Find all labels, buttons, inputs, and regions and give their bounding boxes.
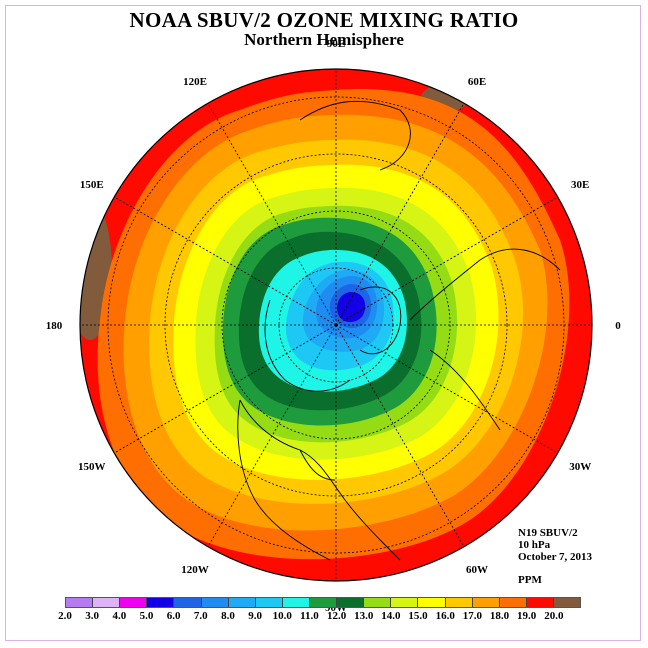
colorbar-tick-label: 6.0	[166, 610, 181, 622]
colorbar-tick-label: 10.0	[272, 610, 292, 622]
coast-europe	[409, 248, 561, 321]
colorbar-tick-label: 14.0	[381, 610, 401, 622]
chart-title: NOAA SBUV/2 OZONE MIXING RATIO	[129, 8, 519, 32]
colorbar-tick-label: 12.0	[326, 610, 347, 622]
colorbar	[65, 597, 581, 608]
longitude-label: 120W	[181, 564, 209, 576]
instrument-label: N19 SBUV/2	[518, 527, 578, 539]
chart-subtitle: Northern Hemisphere	[244, 30, 404, 49]
colorbar-segment	[201, 598, 229, 607]
colorbar-tick-label: 19.0	[517, 610, 537, 622]
longitude-label: 60W	[466, 564, 488, 576]
colorbar-segment	[93, 598, 121, 607]
colorbar-segment	[418, 598, 446, 607]
colorbar-segment	[228, 598, 256, 607]
coast-north-america-west	[237, 399, 331, 561]
colorbar-segment	[174, 598, 202, 607]
colorbar-tick-label: 9.0	[248, 610, 262, 622]
longitude-label: 150E	[80, 179, 104, 191]
colorbar-segment	[553, 598, 581, 607]
longitude-label: 120E	[183, 76, 207, 88]
coast-asia-east	[299, 100, 411, 171]
colorbar-segment	[526, 598, 554, 607]
colorbar-segment	[255, 598, 283, 607]
longitude-label: 30W	[569, 461, 591, 473]
longitude-label: 30E	[571, 179, 589, 191]
colorbar-tick-label: 15.0	[408, 610, 428, 622]
colorbar-segment	[364, 598, 392, 607]
colorbar-segment	[120, 598, 148, 607]
meridian-line	[207, 103, 337, 326]
longitude-label: 180	[46, 320, 63, 332]
figure-frame	[5, 5, 641, 641]
colorbar-segment	[309, 598, 338, 607]
colorbar-tick-label: 4.0	[112, 610, 127, 622]
colorbar-tick-label: 2.0	[58, 610, 72, 622]
colorbar-tick-label: 16.0	[435, 610, 455, 622]
colorbar-tick-label: 17.0	[462, 610, 482, 622]
colorbar-segment	[499, 598, 527, 607]
colorbar-tick-label: 18.0	[489, 610, 510, 622]
coast-canadian-arctic	[264, 299, 351, 392]
longitude-label: 60E	[468, 76, 486, 88]
colorbar-tick-label: 3.0	[85, 610, 100, 622]
longitude-label: 90E	[327, 38, 345, 50]
colorbar-segment	[282, 598, 310, 607]
meridian-line	[335, 103, 465, 326]
longitude-label: 0	[615, 320, 621, 332]
meridian-line	[114, 324, 337, 454]
colorbar-tick-label: 20.0	[544, 610, 564, 622]
contour-5	[337, 292, 366, 322]
coast-north-america-east	[239, 399, 401, 561]
pressure-level-label: 10 hPa	[518, 539, 551, 551]
coastlines	[237, 100, 561, 561]
colorbar-segment	[337, 598, 365, 607]
colorbar-tick-label: 11.0	[300, 610, 319, 622]
contour-20-west	[80, 200, 112, 340]
map-boundary	[79, 68, 593, 582]
lat-circle-45	[164, 153, 508, 497]
colorbar-segment	[391, 598, 419, 607]
coast-greenland	[359, 286, 402, 355]
meridian-line	[335, 324, 465, 547]
longitude-label: 150W	[78, 461, 106, 473]
colorbar-segment	[472, 598, 500, 607]
colorbar-tick-label: 13.0	[354, 610, 374, 622]
date-label: October 7, 2013	[518, 551, 593, 563]
coast-great-lakes	[299, 449, 336, 481]
colorbar-tick-label: 7.0	[193, 610, 208, 622]
units-label: PPM	[518, 574, 542, 586]
ozone-field	[80, 69, 592, 581]
meridian-line	[114, 196, 337, 326]
colorbar-segment	[445, 598, 473, 607]
colorbar-segment	[147, 598, 175, 607]
colorbar-tick-label: 5.0	[139, 610, 154, 622]
colorbar-tick-label: 8.0	[221, 610, 235, 622]
meridian-line	[335, 324, 558, 454]
info-block: N19 SBUV/2 10 hPa October 7, 2013 PPM	[518, 527, 592, 586]
colorbar-segment	[66, 598, 94, 607]
coast-africa-north	[429, 349, 501, 431]
meridian-line	[335, 196, 558, 326]
